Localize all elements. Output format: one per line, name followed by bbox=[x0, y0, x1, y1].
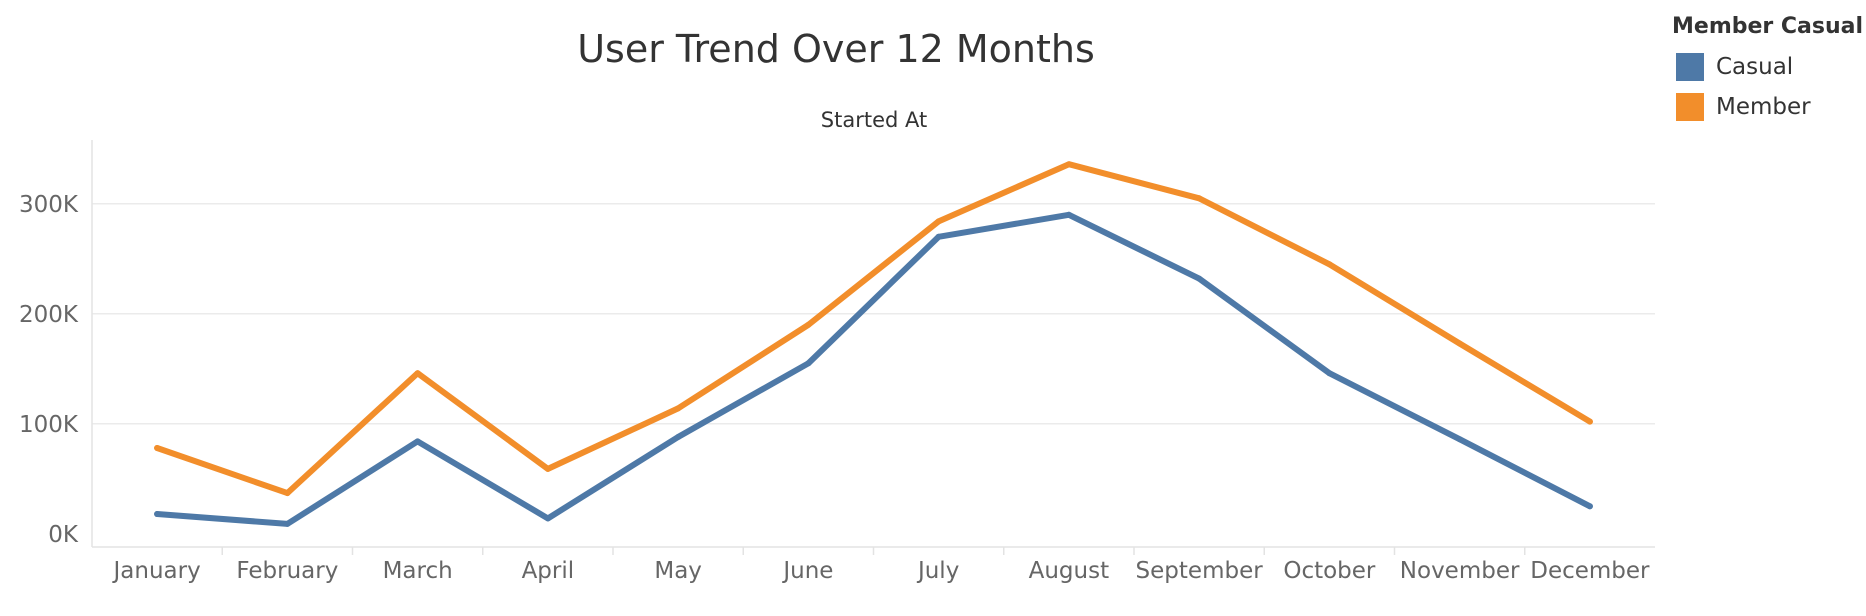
x-tick-label: July bbox=[916, 558, 959, 584]
legend-item-casual[interactable]: Casual bbox=[1672, 47, 1862, 87]
y-axis-ticks: 0K 100K 200K 300K bbox=[19, 192, 79, 548]
data-point-casual[interactable] bbox=[414, 438, 421, 445]
y-tick-label: 300K bbox=[19, 192, 79, 218]
data-point-member[interactable] bbox=[1586, 418, 1593, 425]
legend: Member Casual Casual Member bbox=[1672, 14, 1864, 127]
data-point-casual[interactable] bbox=[805, 360, 812, 367]
data-point-casual[interactable] bbox=[1456, 436, 1463, 443]
y-tick-label: 200K bbox=[19, 302, 79, 328]
data-point-member[interactable] bbox=[544, 465, 551, 472]
x-tick-label: January bbox=[112, 558, 201, 584]
x-tick-label: May bbox=[654, 558, 702, 584]
x-tick-label: December bbox=[1530, 558, 1650, 584]
data-point-casual[interactable] bbox=[675, 434, 682, 440]
data-point-member[interactable] bbox=[805, 321, 812, 328]
legend-swatch-member bbox=[1676, 93, 1704, 121]
data-point-casual[interactable] bbox=[935, 233, 942, 240]
series-line-member[interactable] bbox=[154, 161, 1593, 497]
legend-swatch-casual bbox=[1676, 53, 1704, 81]
x-tick-label: April bbox=[522, 558, 575, 584]
column-header: Started At bbox=[821, 108, 927, 132]
data-point-member[interactable] bbox=[284, 490, 291, 497]
y-tick-label: 0K bbox=[48, 522, 79, 548]
legend-label-casual: Casual bbox=[1716, 54, 1794, 80]
data-point-casual[interactable] bbox=[284, 520, 291, 527]
x-tick-label: September bbox=[1136, 558, 1264, 584]
chart-title: User Trend Over 12 Months bbox=[577, 27, 1095, 71]
legend-item-member[interactable]: Member bbox=[1672, 87, 1862, 127]
data-point-member[interactable] bbox=[1196, 195, 1203, 202]
legend-title: Member Casual bbox=[1672, 14, 1864, 39]
data-point-member[interactable] bbox=[414, 370, 421, 377]
x-tick-label: June bbox=[781, 558, 833, 584]
x-axis-ticks: January February March April May June July Augu… bbox=[112, 547, 1650, 584]
data-point-member[interactable] bbox=[1065, 161, 1072, 168]
x-tick-label: February bbox=[236, 558, 338, 584]
data-point-casual[interactable] bbox=[1586, 503, 1593, 510]
data-point-casual[interactable] bbox=[1065, 211, 1072, 218]
y-tick-label: 100K bbox=[19, 412, 79, 438]
gridlines bbox=[92, 203, 1655, 425]
x-tick-label: November bbox=[1400, 558, 1520, 584]
x-tick-label: October bbox=[1283, 558, 1376, 584]
data-point-member[interactable] bbox=[1326, 261, 1333, 268]
data-point-member[interactable] bbox=[675, 405, 682, 412]
data-point-member[interactable] bbox=[154, 445, 161, 451]
data-point-casual[interactable] bbox=[544, 515, 551, 522]
x-tick-label: August bbox=[1029, 558, 1110, 584]
data-point-casual[interactable] bbox=[154, 511, 161, 517]
axes bbox=[91, 140, 1655, 548]
legend-label-member: Member bbox=[1716, 94, 1811, 120]
data-point-casual[interactable] bbox=[1326, 370, 1333, 377]
x-tick-label: March bbox=[383, 558, 453, 584]
data-point-member[interactable] bbox=[935, 218, 942, 225]
series-lines bbox=[154, 161, 1593, 527]
series-line-casual[interactable] bbox=[154, 211, 1593, 527]
data-point-casual[interactable] bbox=[1196, 275, 1203, 282]
data-point-member[interactable] bbox=[1456, 340, 1463, 347]
